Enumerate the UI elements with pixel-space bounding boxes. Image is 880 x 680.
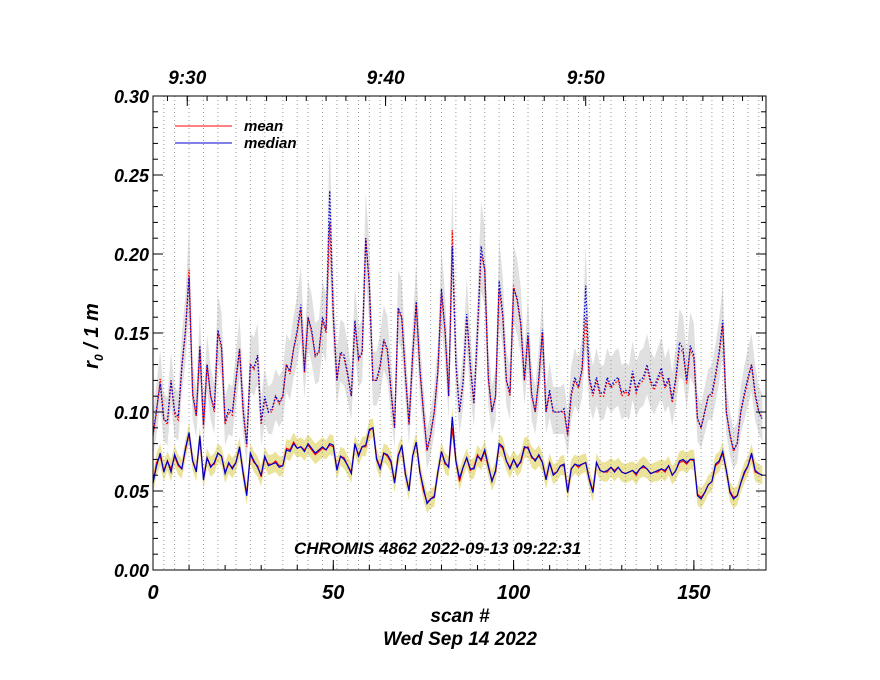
chart-annotation: CHROMIS 4862 2022-09-13 09:22:31 bbox=[294, 539, 581, 558]
svg-text:r0 / 1 m: r0 / 1 m bbox=[81, 303, 106, 369]
plot-frame bbox=[152, 95, 767, 571]
median-upper-dotted-line bbox=[152, 190, 763, 452]
y-tick-label: 0.10 bbox=[114, 403, 149, 423]
legend-median-label: median bbox=[244, 135, 297, 152]
y-axis-label-rest: / 1 m bbox=[81, 303, 103, 354]
lower-spread-band bbox=[153, 407, 763, 514]
y-axis-label: r0 / 1 m bbox=[81, 303, 106, 369]
median-line bbox=[152, 416, 763, 506]
y-tick-label: 0.30 bbox=[114, 87, 149, 107]
y-tick-label: 0.00 bbox=[114, 561, 149, 581]
y-tick-label: 0.20 bbox=[114, 245, 149, 265]
x-tick-label: 150 bbox=[677, 582, 710, 604]
x-axis-label: scan # bbox=[430, 606, 490, 627]
legend: mean median bbox=[175, 118, 297, 152]
y-axis-label-subscript: 0 bbox=[92, 354, 106, 361]
x-tick-label: 50 bbox=[322, 582, 344, 604]
y-axis-label-main: r bbox=[81, 360, 103, 369]
top-tick-label: 9:50 bbox=[567, 68, 605, 89]
series-lines bbox=[152, 190, 763, 506]
x-tick-label: 0 bbox=[147, 582, 158, 604]
plot-axes: 0.00 0.05 0.10 0.15 0.20 0.25 0.30 0 50 100 150 9:3… bbox=[114, 68, 767, 604]
spread-bands bbox=[153, 138, 763, 514]
x-tick-label: 100 bbox=[497, 582, 530, 604]
legend-mean-label: mean bbox=[244, 118, 283, 135]
y-tick-label: 0.15 bbox=[114, 324, 150, 344]
scan-grid-lines bbox=[163, 96, 760, 570]
top-tick-label: 9:40 bbox=[367, 68, 405, 89]
top-tick-label: 9:30 bbox=[168, 68, 206, 89]
date-label: Wed Sep 14 2022 bbox=[383, 629, 537, 650]
y-tick-label: 0.25 bbox=[114, 166, 150, 186]
y-tick-label: 0.05 bbox=[114, 482, 150, 502]
